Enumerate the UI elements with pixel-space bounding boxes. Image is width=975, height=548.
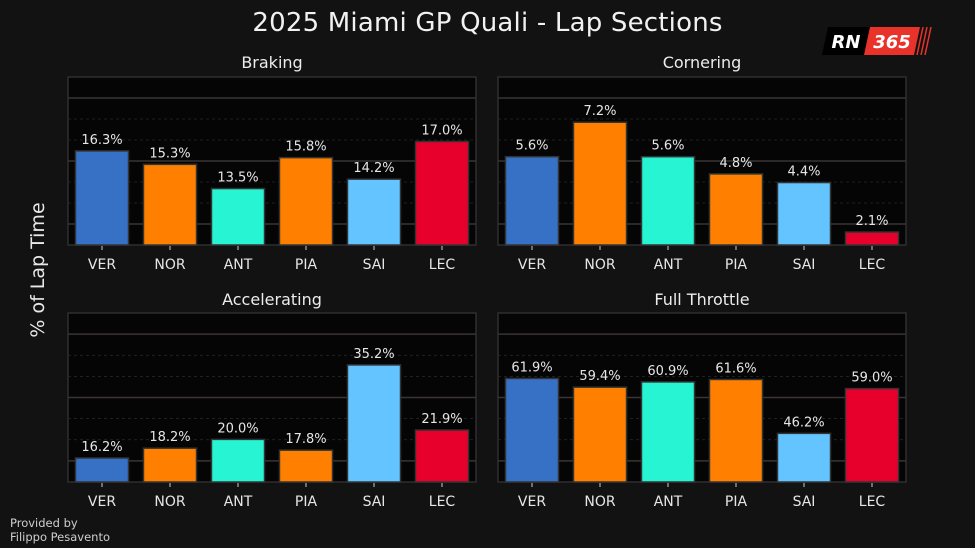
- x-tick-label-full-throttle-lec: LEC: [859, 494, 886, 510]
- x-tick-label-braking-ant: ANT: [224, 257, 253, 273]
- bar-braking-pia: [278, 156, 334, 246]
- data-label-braking-nor: 15.3%: [149, 146, 190, 161]
- bar-accelerating-lec: [414, 429, 470, 483]
- data-label-cornering-ant: 5.6%: [651, 139, 684, 154]
- data-label-full-throttle-nor: 59.4%: [579, 369, 620, 384]
- x-tick-label-accelerating-sai: SAI: [363, 494, 386, 510]
- panel-title-full-throttle: Full Throttle: [654, 290, 750, 309]
- logo-black-block: [822, 27, 870, 55]
- data-label-cornering-lec: 2.1%: [855, 214, 888, 229]
- bar-full-throttle-nor: [572, 386, 628, 483]
- x-tick-label-cornering-nor: NOR: [584, 257, 615, 273]
- data-label-cornering-sai: 4.4%: [787, 165, 820, 180]
- bar-full-throttle-ver: [504, 377, 560, 483]
- bar-cornering-lec: [844, 231, 900, 246]
- rn365-logo: RN 365: [822, 27, 932, 55]
- data-label-accelerating-pia: 17.8%: [285, 432, 326, 447]
- x-tick-label-accelerating-lec: LEC: [429, 494, 456, 510]
- bar-full-throttle-ant: [640, 381, 696, 483]
- bar-cornering-ant: [640, 155, 696, 246]
- logo-red-block: [864, 27, 920, 55]
- x-tick-label-full-throttle-sai: SAI: [793, 494, 816, 510]
- logo-stripe: [920, 27, 928, 55]
- credit-line-2: Filippo Pesavento: [10, 530, 111, 544]
- x-tick-label-full-throttle-ver: VER: [518, 494, 546, 510]
- x-tick-label-cornering-ver: VER: [518, 257, 546, 273]
- x-tick-label-braking-pia: PIA: [295, 257, 318, 273]
- bar-braking-nor: [142, 163, 198, 246]
- x-tick-label-cornering-pia: PIA: [725, 257, 748, 273]
- data-label-accelerating-ver: 16.2%: [81, 440, 122, 455]
- x-tick-label-braking-ver: VER: [88, 257, 116, 273]
- data-label-braking-ant: 13.5%: [217, 171, 258, 186]
- bar-cornering-nor: [572, 121, 628, 246]
- bar-braking-ver: [74, 150, 130, 246]
- x-tick-label-full-throttle-pia: PIA: [725, 494, 748, 510]
- x-tick-label-cornering-sai: SAI: [793, 257, 816, 273]
- x-tick-label-accelerating-pia: PIA: [295, 494, 318, 510]
- panel-title-cornering: Cornering: [662, 53, 742, 72]
- logo-text-left: RN: [832, 32, 861, 53]
- x-tick-label-cornering-ant: ANT: [654, 257, 683, 273]
- bar-accelerating-pia: [278, 449, 334, 483]
- logo-stripe: [916, 27, 924, 55]
- bar-full-throttle-lec: [844, 387, 900, 483]
- data-label-cornering-pia: 4.8%: [719, 156, 752, 171]
- x-tick-label-braking-nor: NOR: [154, 257, 185, 273]
- bar-braking-ant: [210, 187, 266, 246]
- logo-text-right: 365: [873, 32, 911, 53]
- bar-full-throttle-sai: [776, 432, 832, 483]
- data-label-accelerating-ant: 20.0%: [217, 421, 258, 436]
- data-label-cornering-ver: 5.6%: [515, 139, 548, 154]
- bar-braking-sai: [346, 178, 402, 246]
- bar-cornering-ver: [504, 155, 560, 246]
- data-label-full-throttle-lec: 59.0%: [851, 371, 892, 386]
- bar-accelerating-sai: [346, 364, 402, 483]
- data-label-accelerating-lec: 21.9%: [421, 412, 462, 427]
- x-tick-label-full-throttle-nor: NOR: [584, 494, 615, 510]
- x-tick-label-braking-lec: LEC: [429, 257, 456, 273]
- logo-stripe: [924, 27, 932, 55]
- bar-cornering-sai: [776, 181, 832, 246]
- x-tick-label-full-throttle-ant: ANT: [654, 494, 683, 510]
- x-tick-label-accelerating-nor: NOR: [154, 494, 185, 510]
- panel-title-accelerating: Accelerating: [222, 290, 322, 309]
- data-label-full-throttle-ver: 61.9%: [511, 360, 552, 375]
- data-label-full-throttle-sai: 46.2%: [783, 415, 824, 430]
- bar-accelerating-ant: [210, 438, 266, 483]
- bar-accelerating-nor: [142, 447, 198, 483]
- bar-full-throttle-pia: [708, 378, 764, 483]
- x-tick-label-accelerating-ver: VER: [88, 494, 116, 510]
- bar-braking-lec: [414, 140, 470, 246]
- data-label-full-throttle-ant: 60.9%: [647, 364, 688, 379]
- credit-line-1: Provided by: [10, 516, 78, 530]
- data-label-braking-pia: 15.8%: [285, 140, 326, 155]
- bar-accelerating-ver: [74, 457, 130, 483]
- panel-title-braking: Braking: [241, 53, 303, 72]
- data-label-braking-sai: 14.2%: [353, 161, 394, 176]
- x-tick-label-cornering-lec: LEC: [859, 257, 886, 273]
- data-label-braking-ver: 16.3%: [81, 133, 122, 148]
- credit-text: Provided by Filippo Pesavento: [10, 516, 110, 544]
- data-label-braking-lec: 17.0%: [421, 124, 462, 139]
- chart-title: 2025 Miami GP Quali - Lap Sections: [252, 8, 723, 38]
- data-label-accelerating-nor: 18.2%: [149, 430, 190, 445]
- x-tick-label-accelerating-ant: ANT: [224, 494, 253, 510]
- data-label-full-throttle-pia: 61.6%: [715, 361, 756, 376]
- data-label-accelerating-sai: 35.2%: [353, 347, 394, 362]
- bar-cornering-pia: [708, 173, 764, 246]
- data-label-cornering-nor: 7.2%: [583, 104, 616, 119]
- x-tick-label-braking-sai: SAI: [363, 257, 386, 273]
